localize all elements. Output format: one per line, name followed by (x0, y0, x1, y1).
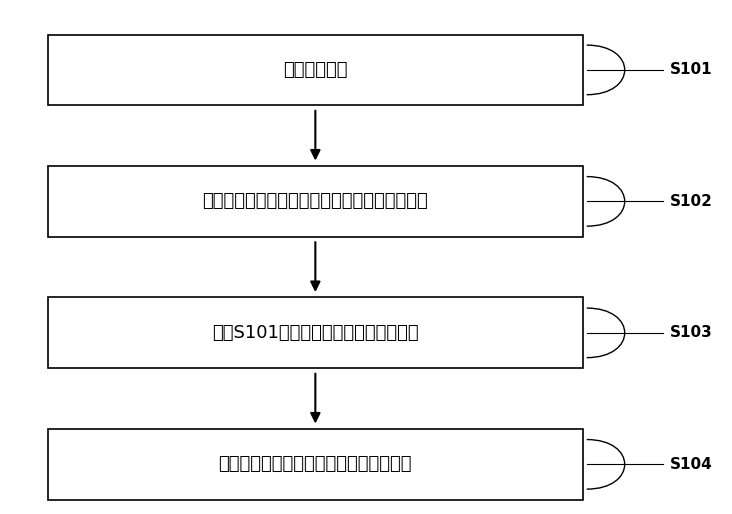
Text: 激光辐照待清洗物表面，获得等离子体发光谱线: 激光辐照待清洗物表面，获得等离子体发光谱线 (203, 192, 428, 210)
Text: 选择检测波长: 选择检测波长 (283, 61, 348, 79)
FancyBboxPatch shape (48, 34, 583, 105)
Text: S104: S104 (670, 457, 713, 472)
Text: S102: S102 (670, 194, 713, 209)
FancyBboxPatch shape (48, 166, 583, 237)
Text: 根据所获取信号的时变特性判定清洗效果: 根据所获取信号的时变特性判定清洗效果 (219, 455, 412, 473)
Text: S101: S101 (670, 62, 712, 78)
FancyBboxPatch shape (48, 298, 583, 368)
Text: S103: S103 (670, 325, 713, 340)
Text: 获取S101中所选定波长处时间分辨信号: 获取S101中所选定波长处时间分辨信号 (212, 324, 419, 342)
FancyBboxPatch shape (48, 429, 583, 500)
